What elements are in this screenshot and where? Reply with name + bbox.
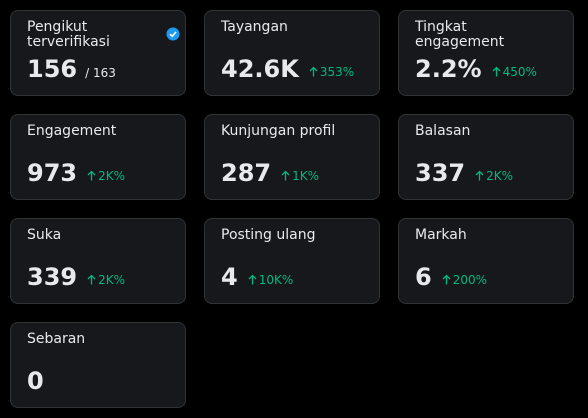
- metric-row: 973 2K%: [27, 159, 125, 187]
- metric-value: 973: [27, 159, 78, 187]
- metric-label: Kunjungan profil: [221, 123, 336, 139]
- metric-value: 337: [415, 159, 466, 187]
- metric-change: 2K%: [475, 169, 513, 183]
- metric-value: 4: [221, 263, 238, 291]
- change-text: 2K%: [98, 168, 126, 183]
- up-arrow: [475, 170, 484, 181]
- metric-change: 2K%: [87, 273, 125, 287]
- up-arrow: [248, 274, 257, 285]
- up-arrow: [281, 170, 290, 181]
- change-text: 2K%: [486, 168, 514, 183]
- change-text: 10K%: [258, 272, 294, 287]
- metric-value: 6: [415, 263, 432, 291]
- verified-badge: [166, 27, 180, 41]
- metric-label: Tayangan: [221, 19, 288, 35]
- metric-row: 337 2K%: [415, 159, 513, 187]
- metric-label: Suka: [27, 227, 62, 243]
- metric-change: 450%: [492, 65, 537, 79]
- metric-value: 156: [27, 55, 78, 83]
- metric-row: 2.2% 450%: [415, 55, 537, 83]
- metric-row: 0: [27, 367, 44, 395]
- change-text: 450%: [502, 64, 537, 79]
- metric-change: 353%: [309, 65, 354, 79]
- change-text: 1K%: [292, 168, 320, 183]
- up-arrow: [492, 66, 501, 77]
- metric-card: Balasan 337 2K%: [398, 114, 574, 200]
- metric-row: 339 2K%: [27, 263, 125, 291]
- metric-label: Balasan: [415, 123, 471, 139]
- metric-card: Markah 6 200%: [398, 218, 574, 304]
- metric-label: Markah: [415, 227, 467, 243]
- metric-label: Posting ulang: [221, 227, 316, 243]
- metric-change: 200%: [442, 273, 487, 287]
- up-arrow: [87, 170, 96, 181]
- up-arrow: [442, 274, 451, 285]
- metric-card: Sebaran 0: [10, 322, 186, 408]
- metric-label: Engagement: [27, 123, 117, 139]
- metric-total: / 163: [85, 66, 116, 80]
- metric-value: 339: [27, 263, 78, 291]
- metric-card: Tingkat engagement 2.2% 450%: [398, 10, 574, 96]
- metric-value: 42.6K: [221, 55, 299, 83]
- up-arrow: [309, 66, 318, 77]
- metric-value: 287: [221, 159, 272, 187]
- metric-value: 0: [27, 367, 44, 395]
- metric-value: 2.2%: [415, 55, 482, 83]
- change-text: 200%: [452, 272, 488, 287]
- metric-card: Posting ulang 4 10K%: [204, 218, 380, 304]
- metric-card: Engagement 973 2K%: [10, 114, 186, 200]
- metric-row: 156 / 163: [27, 55, 116, 83]
- metric-row: 6 200%: [415, 263, 487, 291]
- metric-row: 4 10K%: [221, 263, 293, 291]
- change-text: 353%: [319, 64, 355, 79]
- metric-row: 42.6K 353%: [221, 55, 354, 83]
- metric-label: Sebaran: [27, 331, 86, 347]
- metric-card: Pengikut terverifikasi 156 / 163: [10, 10, 186, 96]
- metric-row: 287 1K%: [221, 159, 319, 187]
- up-arrow: [87, 274, 96, 285]
- metric-label: Pengikut terverifikasi: [27, 19, 110, 50]
- metric-change: 10K%: [248, 272, 294, 287]
- metric-change: 1K%: [281, 169, 319, 183]
- metric-card: Tayangan 42.6K 353%: [204, 10, 380, 96]
- metric-card: Kunjungan profil 287 1K%: [204, 114, 380, 200]
- metric-change: 2K%: [87, 169, 125, 183]
- change-text: 2K%: [98, 272, 126, 287]
- metric-label: Tingkat engagement: [415, 19, 505, 50]
- metric-card: Suka 339 2K%: [10, 218, 186, 304]
